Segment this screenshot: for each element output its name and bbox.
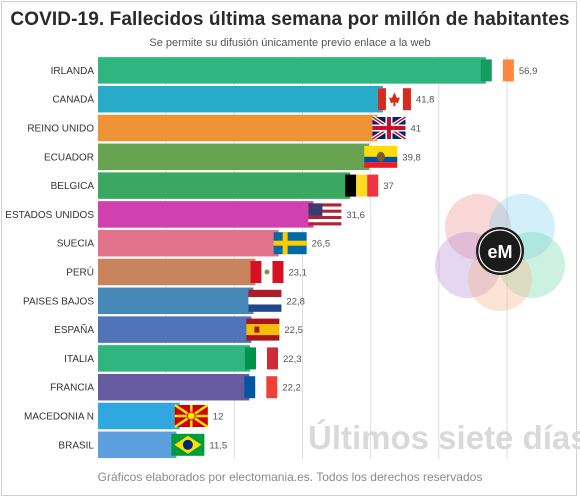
value-label: 12 — [213, 412, 224, 423]
watermark-text: Últimos siete días — [308, 419, 580, 456]
value-label: 37 — [383, 181, 394, 192]
value-label: 23,1 — [288, 268, 307, 279]
spain-flag-icon — [246, 318, 280, 341]
canada-flag-icon — [377, 88, 411, 111]
category-label: ECUADOR — [44, 152, 94, 163]
bar — [98, 57, 486, 84]
value-label: 41 — [410, 124, 421, 135]
category-label: REINO UNIDO — [27, 124, 94, 135]
ireland-flag-icon — [480, 59, 514, 82]
bar — [98, 287, 254, 315]
sweden-flag-icon — [273, 232, 307, 255]
brazil-flag-icon — [171, 433, 205, 456]
category-label: CANADÁ — [52, 93, 94, 106]
value-label: 22,2 — [282, 383, 301, 394]
bar — [98, 143, 370, 171]
france-flag-icon — [244, 376, 278, 399]
value-label: 56,9 — [519, 66, 538, 77]
bar — [98, 345, 251, 372]
category-label: MACEDONIA N — [24, 412, 94, 423]
united-kingdom-flag-icon — [371, 115, 407, 141]
category-label: BRASIL — [58, 440, 94, 451]
category-label: FRANCIA — [50, 383, 94, 394]
value-label: 22,5 — [284, 325, 303, 336]
bar — [98, 85, 383, 113]
bar — [98, 229, 279, 257]
category-label: BELGICA — [51, 181, 95, 192]
italy-flag-icon — [245, 347, 279, 370]
chart-title: COVID-19. Fallecidos última semana por m… — [10, 9, 570, 30]
north-macedonia-flag-icon — [174, 403, 209, 429]
value-label: 22,8 — [286, 296, 305, 307]
category-label: ESTADOS UNIDOS — [5, 210, 94, 221]
category-label: ESPAÑA — [54, 323, 94, 336]
bar — [98, 316, 252, 343]
value-label: 41,8 — [416, 95, 435, 106]
bar — [98, 172, 351, 199]
peru-flag-icon — [250, 261, 284, 283]
value-label: 31,6 — [346, 210, 365, 221]
bar — [98, 402, 180, 430]
footer-credits: Gráficos elaborados por electomania.es. … — [97, 470, 483, 484]
category-label: IRLANDA — [51, 66, 95, 77]
value-label: 26,5 — [312, 239, 331, 250]
bar — [98, 201, 314, 228]
value-label: 22,3 — [283, 354, 302, 365]
bar — [98, 431, 177, 459]
logo-text: eM — [487, 242, 512, 262]
bar — [98, 373, 250, 401]
category-label: PAISES BAJOS — [23, 296, 94, 307]
belgium-flag-icon — [345, 174, 379, 197]
bar — [98, 258, 256, 286]
netherlands-flag-icon — [248, 289, 282, 312]
category-label: ITALIA — [64, 354, 94, 365]
category-label: SUECIA — [57, 239, 95, 250]
chart-subtitle: Se permite su difusión únicamente previo… — [149, 37, 431, 49]
category-label: PERÚ — [66, 266, 94, 279]
united-states-flag-icon — [308, 203, 342, 226]
value-label: 11,5 — [209, 440, 227, 451]
value-label: 39,8 — [402, 152, 421, 163]
ecuador-flag-icon — [364, 145, 398, 168]
electomania-logo: eM — [435, 194, 565, 311]
bar — [98, 114, 378, 142]
